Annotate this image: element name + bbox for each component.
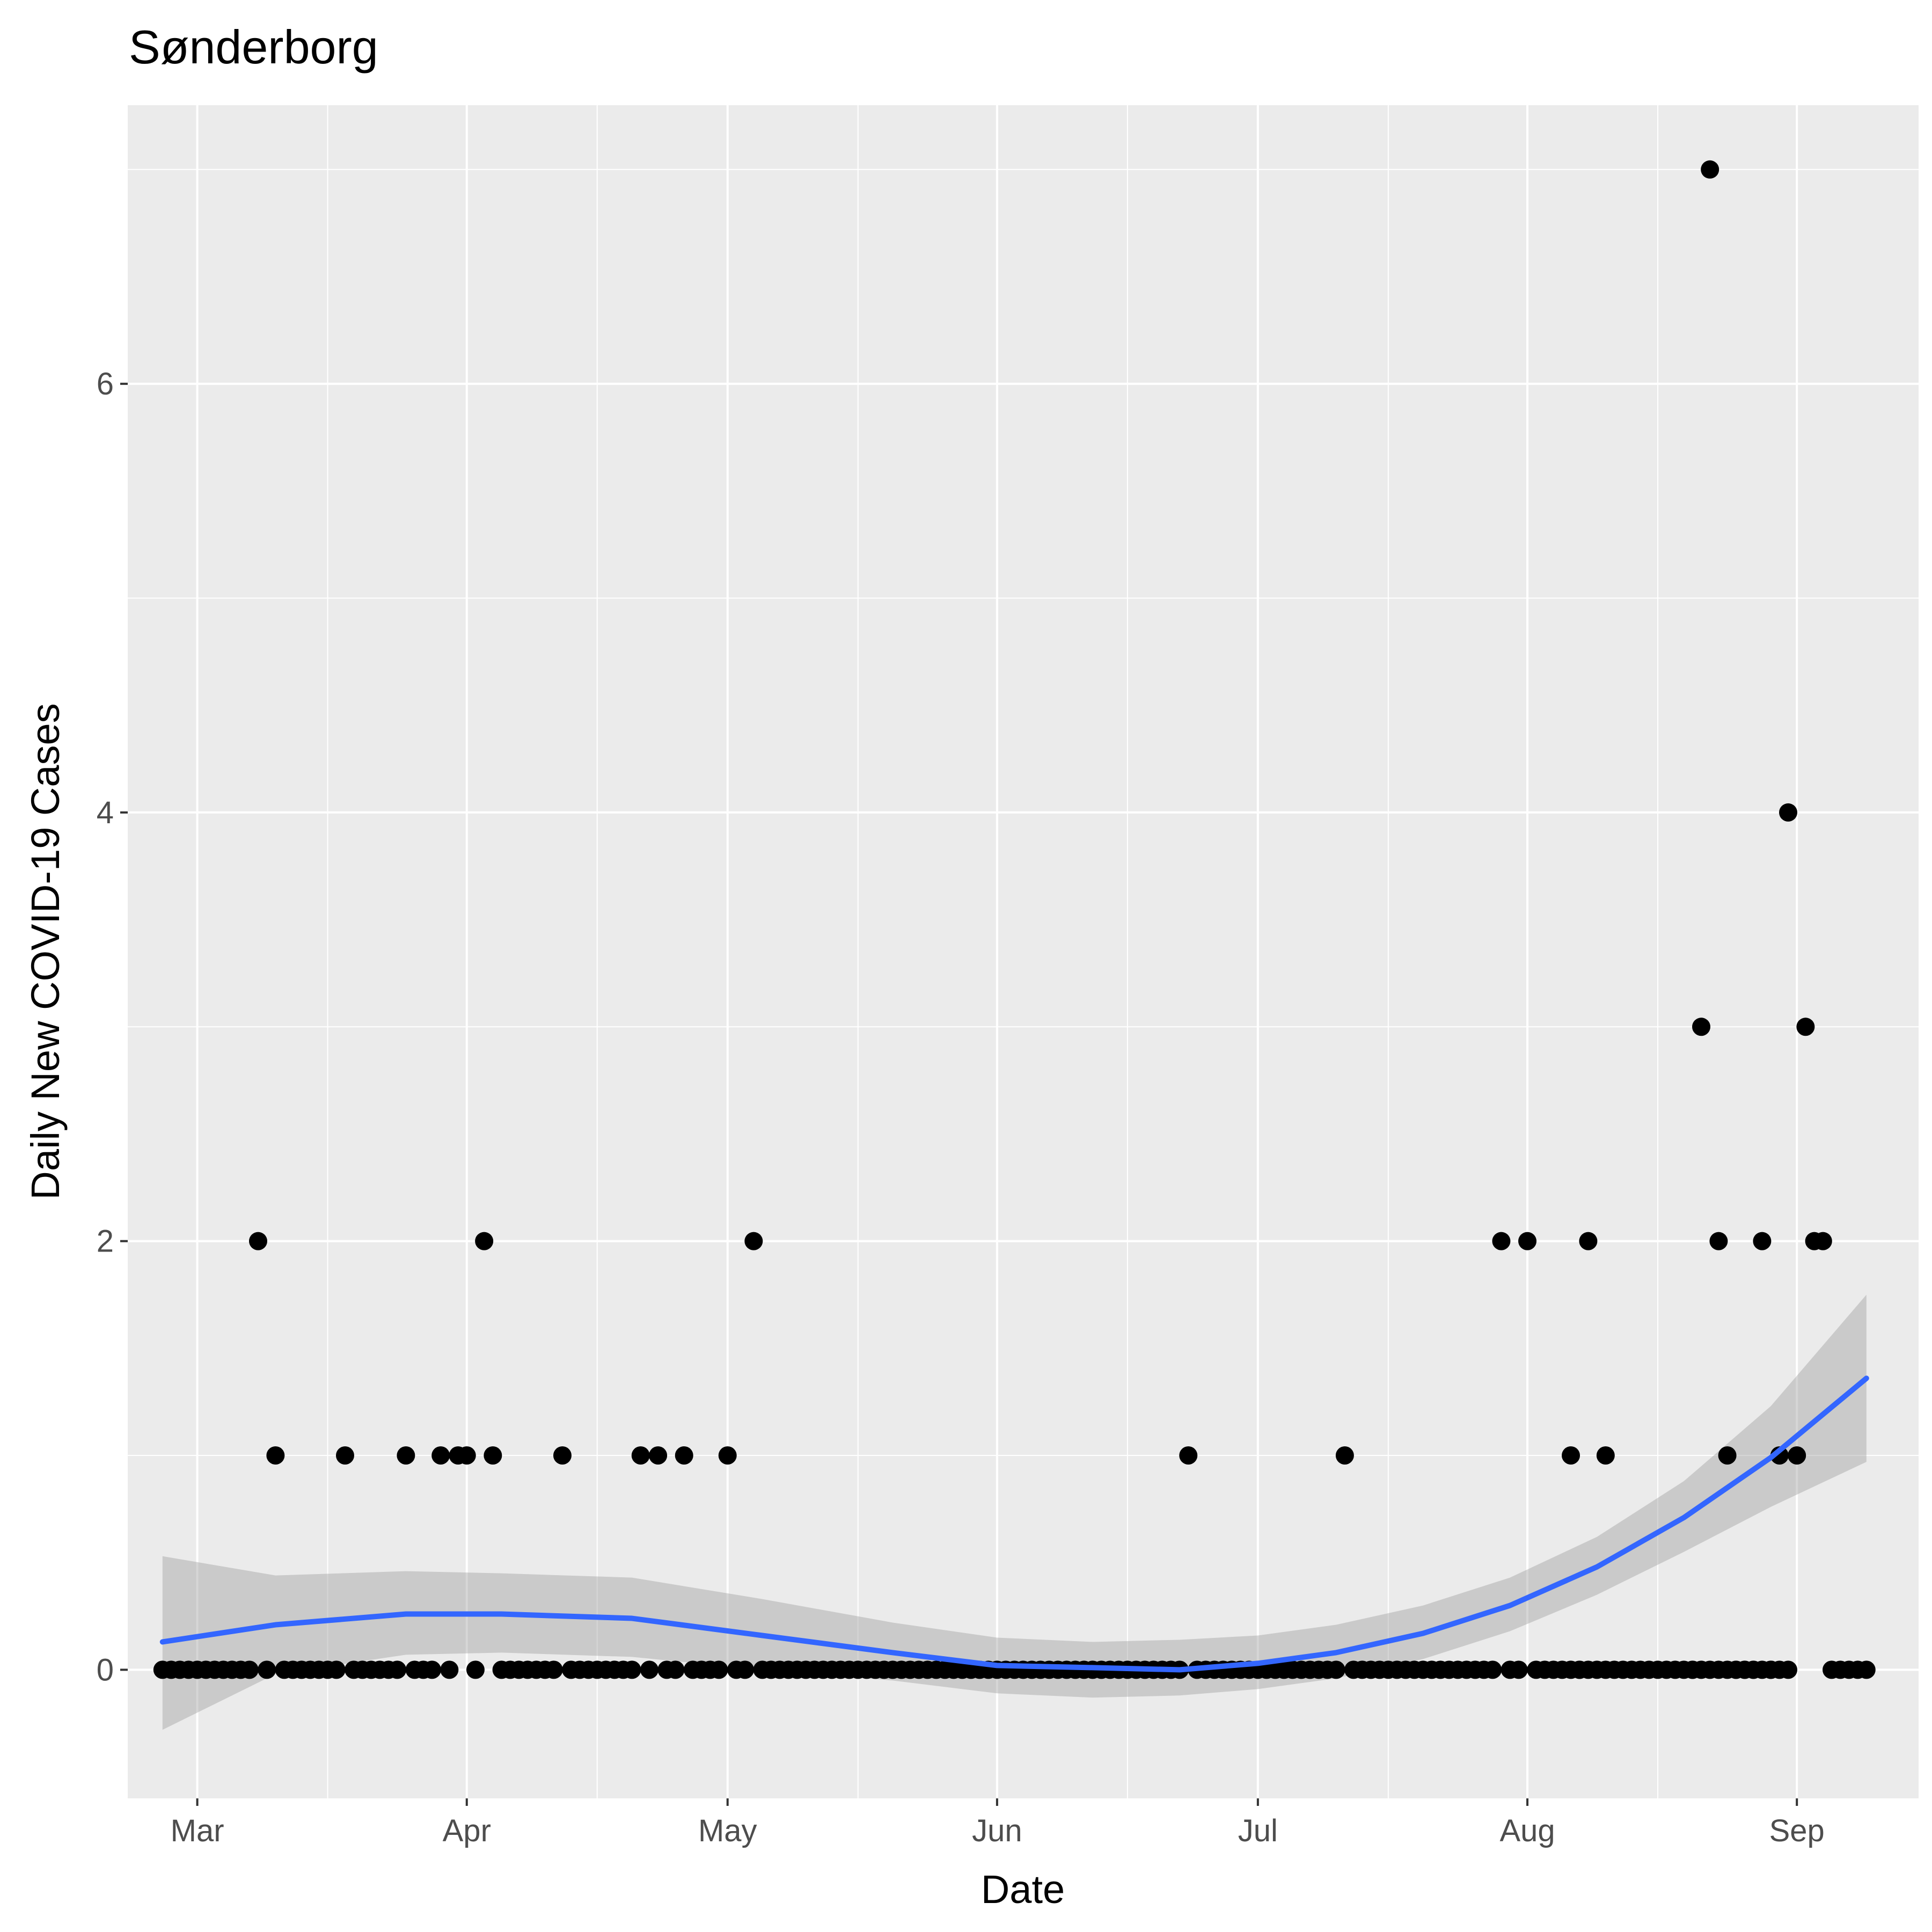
data-point xyxy=(484,1446,502,1465)
data-point xyxy=(258,1660,276,1679)
x-tick-label: Mar xyxy=(171,1813,224,1848)
data-point xyxy=(666,1660,685,1679)
data-point xyxy=(736,1660,755,1679)
data-point xyxy=(440,1660,459,1679)
x-axis: Mar Apr May Jun Jul Aug Sep xyxy=(171,1798,1825,1848)
x-tick-label: Apr xyxy=(443,1813,491,1848)
smooth-fit-line xyxy=(159,1375,1869,1673)
data-point xyxy=(1327,1660,1345,1679)
confidence-band xyxy=(162,1294,1867,1730)
data-point xyxy=(744,1232,763,1250)
data-point xyxy=(1788,1446,1806,1465)
data-point xyxy=(1562,1446,1580,1465)
data-point xyxy=(1753,1232,1772,1250)
data-point xyxy=(675,1446,693,1465)
data-point xyxy=(1683,1660,1702,1679)
data-point xyxy=(1709,1232,1728,1250)
data-point xyxy=(1779,1660,1798,1679)
data-point xyxy=(1570,1660,1589,1679)
y-axis-title: Daily New COVID-19 Cases xyxy=(23,703,68,1199)
y-tick-label: 4 xyxy=(97,795,114,830)
data-point xyxy=(623,1660,641,1679)
data-point xyxy=(1744,1660,1763,1679)
data-point xyxy=(1596,1446,1615,1465)
data-point xyxy=(1483,1660,1502,1679)
data-point xyxy=(335,1446,354,1465)
data-point xyxy=(1857,1660,1876,1679)
data-point xyxy=(1492,1232,1511,1250)
data-point xyxy=(266,1446,285,1465)
data-point xyxy=(457,1446,476,1465)
x-tick-label: Jun xyxy=(972,1813,1022,1848)
data-point xyxy=(422,1660,441,1679)
data-point xyxy=(553,1446,572,1465)
x-axis-title: Date xyxy=(981,1867,1065,1912)
y-tick-label: 6 xyxy=(97,367,114,401)
data-point xyxy=(466,1660,485,1679)
plot-panel xyxy=(128,105,1919,1798)
data-point xyxy=(1692,1018,1711,1036)
data-point xyxy=(649,1446,668,1465)
data-point xyxy=(1813,1232,1832,1250)
data-point xyxy=(718,1446,737,1465)
data-point xyxy=(1701,160,1719,179)
data-point xyxy=(1179,1446,1198,1465)
ci-band xyxy=(162,1294,1867,1730)
data-point xyxy=(1779,803,1798,822)
data-point xyxy=(388,1660,407,1679)
y-tick-label: 2 xyxy=(97,1224,114,1259)
data-point xyxy=(1518,1232,1537,1250)
x-tick-label: Sep xyxy=(1769,1813,1825,1848)
data-point xyxy=(475,1232,494,1250)
data-point xyxy=(1796,1018,1815,1036)
x-tick-label: May xyxy=(698,1813,757,1848)
data-point xyxy=(1761,1660,1780,1679)
data-points xyxy=(153,160,1876,1679)
data-point xyxy=(709,1660,728,1679)
data-point xyxy=(327,1660,346,1679)
data-point xyxy=(640,1660,658,1679)
grid-minor xyxy=(128,105,1919,1798)
smooth-line xyxy=(159,1375,1869,1673)
data-point xyxy=(1579,1232,1598,1250)
data-point xyxy=(431,1446,450,1465)
data-point xyxy=(240,1660,259,1679)
data-point xyxy=(544,1660,563,1679)
data-point xyxy=(1718,1446,1737,1465)
x-tick-label: Aug xyxy=(1499,1813,1555,1848)
y-axis: 0 2 4 6 xyxy=(97,367,128,1687)
x-tick-label: Jul xyxy=(1238,1813,1278,1848)
data-point xyxy=(397,1446,415,1465)
chart-title: Sønderborg xyxy=(129,20,378,74)
data-point xyxy=(248,1232,267,1250)
data-point xyxy=(1509,1660,1528,1679)
data-point xyxy=(631,1446,650,1465)
y-tick-label: 0 xyxy=(97,1652,114,1687)
data-point xyxy=(1335,1446,1354,1465)
